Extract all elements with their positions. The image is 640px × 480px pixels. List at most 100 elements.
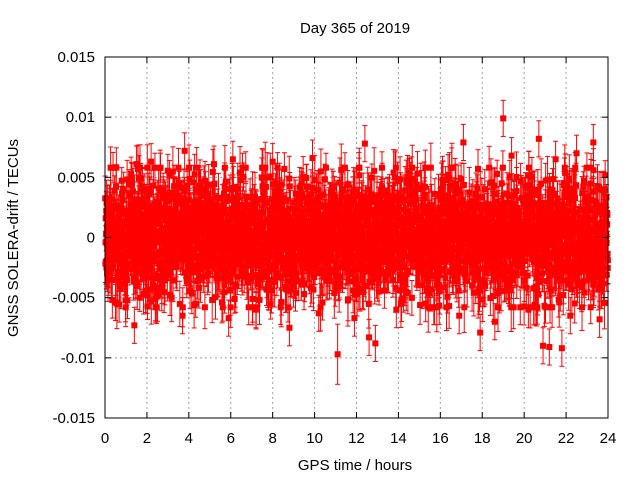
data-series [102, 99, 611, 385]
data-point [119, 196, 126, 203]
data-point [148, 298, 155, 305]
data-point [198, 265, 205, 272]
data-point [173, 213, 180, 220]
data-point [109, 243, 116, 250]
data-point [143, 270, 150, 277]
data-point [230, 271, 237, 278]
data-point [245, 279, 252, 286]
data-point [147, 286, 154, 293]
data-point [171, 231, 178, 238]
data-point [150, 282, 157, 289]
data-point [214, 271, 221, 278]
data-point [303, 174, 310, 181]
data-point [172, 192, 179, 199]
data-point [303, 183, 310, 190]
data-point [143, 246, 150, 253]
data-point [234, 206, 241, 213]
data-point [227, 304, 234, 311]
data-point [316, 193, 323, 200]
data-point [258, 232, 265, 239]
data-point [124, 261, 131, 268]
data-point [114, 202, 121, 209]
data-point [156, 234, 163, 241]
data-point [169, 168, 176, 175]
data-point [259, 268, 266, 275]
data-point [110, 164, 117, 171]
data-point [188, 227, 195, 234]
data-point [308, 245, 315, 252]
data-point [298, 209, 305, 216]
data-point [278, 181, 285, 188]
data-point [249, 295, 256, 302]
data-point [298, 231, 305, 238]
data-point [192, 217, 199, 224]
data-point [267, 300, 274, 307]
data-point [237, 177, 244, 184]
data-point [298, 281, 305, 288]
data-point [170, 250, 177, 257]
data-point [237, 169, 244, 176]
data-point [181, 202, 188, 209]
data-point [168, 294, 175, 301]
data-point [257, 275, 264, 282]
data-point [182, 269, 189, 276]
data-point [168, 211, 175, 218]
data-point [215, 194, 222, 201]
data-point [310, 218, 317, 225]
data-point [208, 240, 215, 247]
data-point [212, 202, 219, 209]
data-point [155, 185, 162, 192]
data-point [182, 209, 189, 216]
data-point [269, 204, 276, 211]
data-point [197, 182, 204, 189]
data-point [186, 175, 193, 182]
data-point [230, 185, 237, 192]
data-point [192, 300, 199, 307]
data-point [164, 167, 171, 174]
data-point [231, 295, 238, 302]
data-point [291, 206, 298, 213]
data-point [170, 277, 177, 284]
data-point [301, 281, 308, 288]
data-point [125, 181, 132, 188]
data-point [281, 165, 288, 172]
data-point [317, 304, 324, 311]
data-point [175, 192, 182, 199]
data-point [239, 164, 246, 171]
data-point [188, 252, 195, 259]
data-point [281, 217, 288, 224]
data-point [251, 193, 258, 200]
data-point [310, 286, 317, 293]
data-point [260, 188, 267, 195]
data-point [235, 193, 242, 200]
data-point [188, 290, 195, 297]
data-point [106, 206, 113, 213]
data-point [287, 286, 294, 293]
data-point [157, 250, 164, 257]
data-point [142, 221, 149, 228]
data-point [111, 187, 118, 194]
data-point [150, 202, 157, 209]
data-point [161, 289, 168, 296]
data-point [124, 176, 131, 183]
data-point [122, 266, 129, 273]
data-point [165, 191, 172, 198]
data-point [250, 242, 257, 249]
data-point [298, 180, 305, 187]
data-point [213, 254, 220, 261]
data-point [142, 287, 149, 294]
data-point [132, 268, 139, 275]
data-point [143, 194, 150, 201]
data-point [157, 164, 164, 171]
data-point [183, 278, 190, 285]
data-point [197, 189, 204, 196]
data-point [137, 211, 144, 218]
data-point [240, 174, 247, 181]
data-point [184, 182, 191, 189]
data-point [193, 197, 200, 204]
data-point [286, 175, 293, 182]
data-point [247, 214, 254, 221]
data-point [229, 265, 236, 272]
data-point [252, 220, 259, 227]
